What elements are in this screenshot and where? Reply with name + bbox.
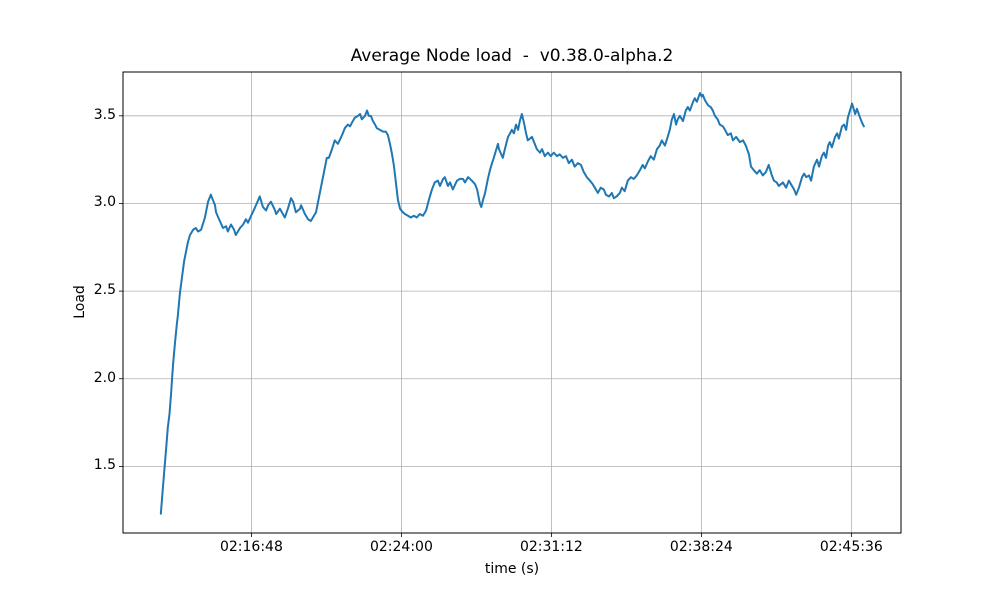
x-tick-label: 02:24:00 [369, 539, 433, 555]
plot-frame [122, 71, 902, 534]
chart-title: Average Node load - v0.38.0-alpha.2 [350, 46, 674, 66]
x-tick-label: 02:16:48 [219, 539, 283, 555]
x-axis-label: time (s) [484, 561, 540, 577]
y-tick-label: 1.5 [93, 457, 116, 474]
x-tick-label: 02:45:36 [819, 539, 883, 555]
load-series-line [159, 92, 865, 515]
y-tick-label: 2.5 [93, 282, 116, 299]
y-tick-label: 3.0 [93, 194, 116, 211]
y-tick-label: 3.5 [93, 106, 116, 123]
y-tick-label: 2.0 [93, 369, 116, 386]
x-tick-label: 02:31:12 [519, 539, 583, 555]
x-tick-label: 02:38:24 [669, 539, 733, 555]
